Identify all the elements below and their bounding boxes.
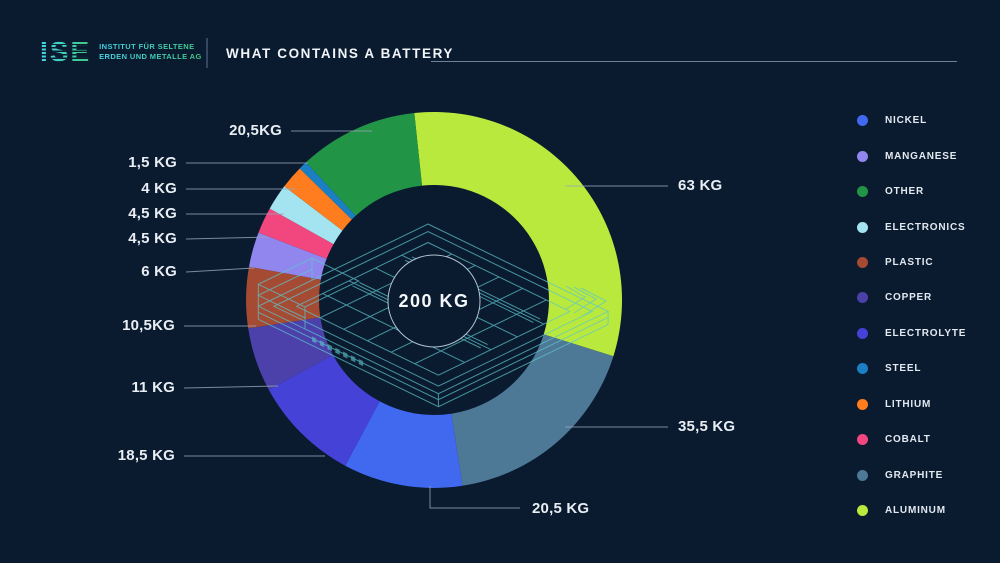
legend-item-electronics: ELECTRONICS [857, 209, 966, 244]
leader-nickel [429, 486, 520, 509]
legend-dot-copper [857, 292, 868, 304]
slice-copper [248, 317, 333, 390]
leader-cobalt [185, 236, 269, 240]
center-circle [387, 254, 481, 348]
value-label-nickel: 20,5 KG [532, 500, 590, 517]
legend-label: NICKEL [885, 115, 928, 127]
value-label-cobalt: 4,5 KG [128, 230, 177, 247]
leader-copper [183, 385, 279, 389]
legend-item-electrolyte: ELECTROLYTE [857, 316, 966, 351]
legend-label: COPPER [885, 292, 933, 304]
legend-dot-lithium [857, 398, 868, 410]
header-divider [206, 38, 208, 68]
legend-dot-manganese [857, 150, 868, 162]
legend-item-manganese: MANGANESE [857, 138, 966, 173]
slice-plastic [246, 266, 321, 329]
legend-dot-aluminum [857, 505, 868, 517]
legend-dot-other [857, 186, 868, 198]
value-label-other: 20,5KG [229, 122, 282, 139]
slice-aluminum [414, 111, 623, 357]
legend-label: PLASTIC [885, 256, 934, 268]
value-label-aluminum: 63 KG [678, 177, 723, 194]
legend-label: GRAPHITE [885, 469, 944, 481]
total-weight-label: 200 KG [398, 291, 470, 311]
slice-lithium [284, 168, 352, 231]
value-label-manganese: 6 KG [141, 263, 177, 280]
slice-nickel [345, 401, 463, 488]
legend-item-lithium: LITHIUM [857, 387, 966, 422]
legend-item-graphite: GRAPHITE [857, 457, 966, 492]
value-label-graphite: 35,5 KG [678, 418, 736, 435]
legend-dot-cobalt [857, 434, 868, 446]
leader-lines [183, 130, 668, 509]
legend-label: COBALT [885, 434, 931, 446]
legend-label: ALUMINUM [885, 505, 946, 517]
value-label-electrolyte: 18,5 KG [117, 447, 175, 464]
value-label-lithium: 4 KG [141, 180, 177, 197]
legend-item-steel: STEEL [857, 351, 966, 386]
legend: NICKEL MANGANESE OTHER ELECTRONICS PLASTIC CO… [857, 103, 966, 528]
legend-item-copper: COPPER [857, 280, 966, 315]
slice-cobalt [258, 208, 334, 259]
value-label-electronics: 4,5 KG [128, 205, 177, 222]
slice-electronics [269, 186, 343, 245]
legend-label: LITHIUM [885, 398, 932, 410]
page-title: WHAT CONTAINS A BATTERY [226, 46, 455, 61]
slice-steel [299, 162, 356, 220]
ise-logo: ISE INSTITUT FÜR SELTENE ERDEN UND METAL… [40, 35, 202, 69]
legend-label: STEEL [885, 363, 922, 375]
legend-dot-nickel [857, 115, 868, 127]
legend-dot-steel [857, 363, 868, 375]
ise-logo-monogram: ISE [40, 35, 92, 69]
slice-electrolyte [268, 354, 380, 466]
legend-item-plastic: PLASTIC [857, 245, 966, 280]
legend-label: MANGANESE [885, 150, 958, 162]
legend-item-nickel: NICKEL [857, 103, 966, 138]
slice-other [306, 113, 422, 216]
value-label-copper: 11 KG [131, 379, 175, 396]
legend-dot-graphite [857, 469, 868, 481]
legend-item-aluminum: ALUMINUM [857, 493, 966, 528]
legend-dot-electrolyte [857, 327, 868, 339]
value-label-plastic: 10,5KG [122, 317, 175, 334]
legend-label: ELECTRONICS [885, 221, 966, 233]
title-underline [431, 61, 957, 62]
donut-slices [246, 111, 623, 488]
legend-dot-plastic [857, 256, 868, 268]
legend-item-other: OTHER [857, 174, 966, 209]
legend-dot-electronics [857, 221, 868, 233]
leader-manganese [185, 267, 255, 273]
value-label-steel: 1,5 KG [128, 154, 177, 171]
legend-label: ELECTROLYTE [885, 327, 967, 339]
legend-item-cobalt: COBALT [857, 422, 966, 457]
slice-manganese [249, 232, 327, 280]
slice-graphite [451, 334, 614, 486]
legend-label: OTHER [885, 186, 924, 198]
